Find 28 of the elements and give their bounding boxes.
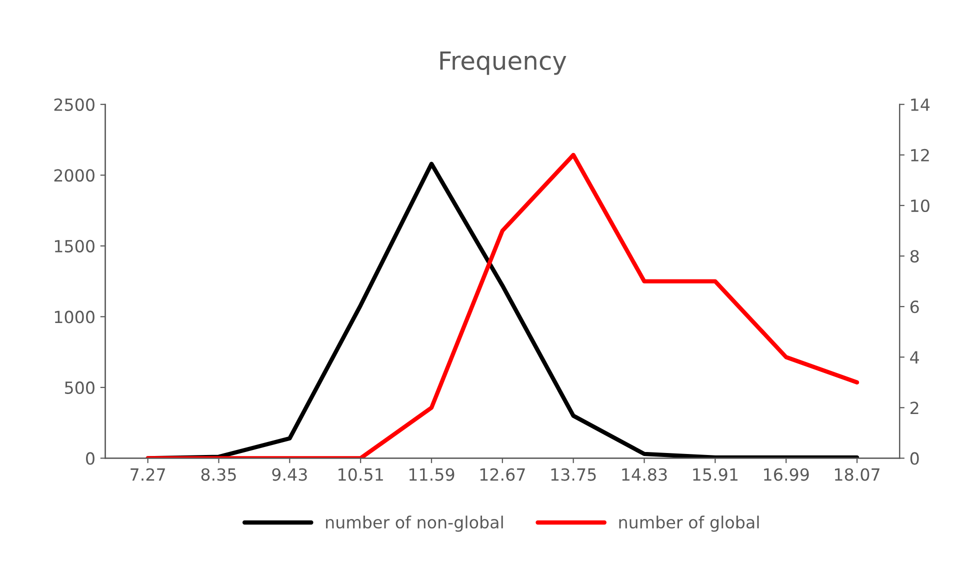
y-tick-label: 2000 <box>54 169 94 182</box>
y-tick-label: 0 <box>86 452 94 465</box>
y2-tick-label: 4 <box>910 351 919 364</box>
x-tick-label: 15.91 <box>693 468 738 481</box>
x-tick-label: 16.99 <box>764 468 809 481</box>
y2-tick-label: 12 <box>911 148 929 162</box>
x-tick-label: 12.67 <box>480 468 525 481</box>
legend-label: number of non-global <box>326 516 503 532</box>
legend-label: number of global <box>619 516 759 532</box>
y2-tick-label: 6 <box>910 300 919 314</box>
y2-tick-label: 0 <box>910 452 919 465</box>
y2-tick-label: 14 <box>911 98 930 111</box>
x-tick-label: 18.07 <box>835 468 880 481</box>
x-tick-label: 10.51 <box>338 468 383 481</box>
y2-tick-label: 2 <box>910 402 918 414</box>
x-tick-label: 11.59 <box>409 468 454 481</box>
y2-tick-label: 10 <box>911 199 930 212</box>
x-tick-label: 7.27 <box>130 468 165 481</box>
x-tick-label: 14.83 <box>622 468 667 481</box>
y-tick-label: 1500 <box>54 240 94 252</box>
x-tick-label: 13.75 <box>551 468 596 481</box>
y-tick-label: 2500 <box>54 98 94 111</box>
x-tick-label: 8.35 <box>201 468 236 481</box>
y2-tick-label: 8 <box>910 250 919 263</box>
y-tick-label: 1000 <box>54 310 94 324</box>
x-tick-label: 9.43 <box>272 468 307 481</box>
y-tick-label: 500 <box>65 381 94 394</box>
chart-title: Frequency <box>440 51 566 75</box>
